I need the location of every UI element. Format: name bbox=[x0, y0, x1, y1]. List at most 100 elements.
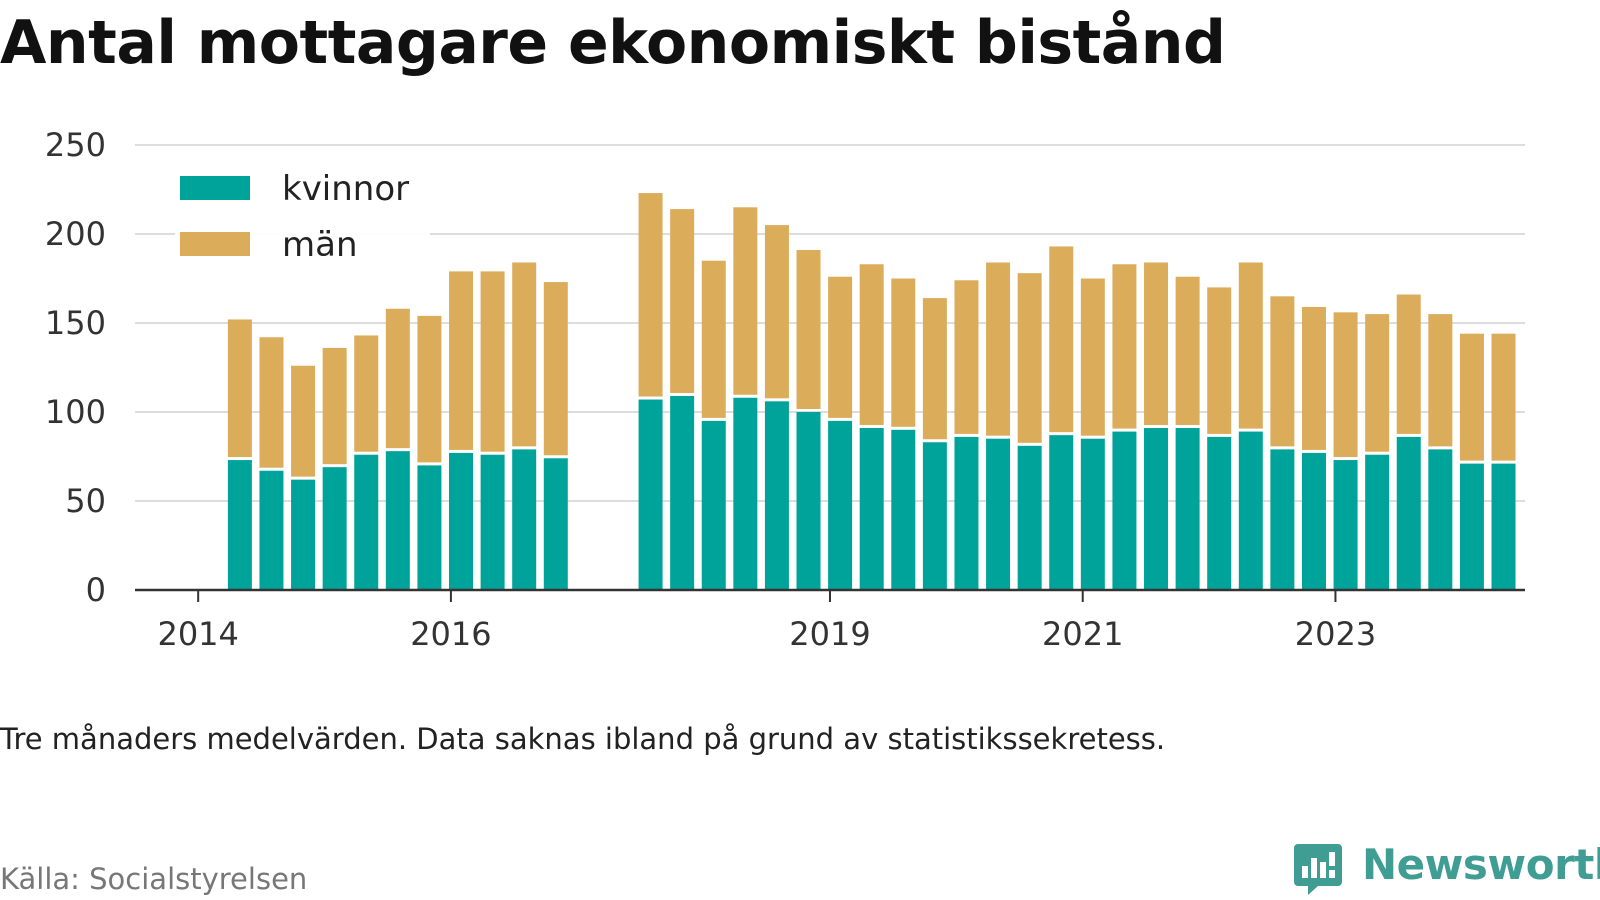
bar-man-31 bbox=[1270, 296, 1295, 447]
bar-kvinnor-6 bbox=[417, 465, 442, 590]
bar-kvinnor-34 bbox=[1365, 454, 1390, 590]
bar-man-19 bbox=[891, 278, 916, 427]
bar-kvinnor-7 bbox=[449, 452, 474, 590]
bar-man-7 bbox=[449, 271, 474, 450]
bar-kvinnor-38 bbox=[1491, 463, 1516, 590]
y-tick-label-250: 250 bbox=[45, 126, 106, 164]
bar-man-25 bbox=[1080, 278, 1105, 436]
bar-kvinnor-9 bbox=[512, 449, 537, 590]
brand-name: Newsworthy bbox=[1362, 840, 1600, 889]
bar-kvinnor-29 bbox=[1207, 436, 1232, 590]
bar-kvinnor-24 bbox=[1049, 435, 1074, 590]
bar-man-12 bbox=[670, 209, 695, 393]
bar-kvinnor-32 bbox=[1301, 452, 1326, 590]
bar-man-30 bbox=[1238, 262, 1263, 429]
x-tick-label-2023: 2023 bbox=[1295, 615, 1376, 653]
bar-kvinnor-30 bbox=[1238, 431, 1263, 590]
bar-kvinnor-25 bbox=[1080, 438, 1105, 590]
bar-man-4 bbox=[354, 335, 379, 452]
bar-kvinnor-1 bbox=[259, 470, 284, 590]
bar-kvinnor-33 bbox=[1333, 460, 1358, 590]
bar-man-13 bbox=[701, 260, 726, 418]
bar-kvinnor-8 bbox=[480, 454, 505, 590]
chart-note: Tre månaders medelvärden. Data saknas ib… bbox=[0, 722, 1166, 756]
bar-kvinnor-28 bbox=[1175, 428, 1200, 590]
x-tick-label-2019: 2019 bbox=[789, 615, 870, 653]
bar-kvinnor-23 bbox=[1017, 445, 1042, 590]
x-tick-label-2021: 2021 bbox=[1042, 615, 1123, 653]
bar-man-11 bbox=[638, 193, 663, 397]
bar-kvinnor-18 bbox=[859, 428, 884, 590]
chart-title: Antal mottagare ekonomiskt bistånd bbox=[0, 8, 1226, 78]
bar-man-20 bbox=[922, 298, 947, 440]
y-tick-label-200: 200 bbox=[45, 215, 106, 253]
bar-man-6 bbox=[417, 315, 442, 463]
bar-man-5 bbox=[385, 308, 410, 449]
bar-kvinnor-37 bbox=[1459, 463, 1484, 590]
bar-man-14 bbox=[733, 207, 758, 395]
bar-man-32 bbox=[1301, 306, 1326, 450]
bar-man-15 bbox=[764, 225, 789, 399]
bar-kvinnor-15 bbox=[764, 401, 789, 590]
bar-kvinnor-16 bbox=[796, 412, 821, 590]
bar-man-1 bbox=[259, 337, 284, 468]
bars bbox=[227, 193, 1516, 590]
bar-kvinnor-21 bbox=[954, 436, 979, 590]
bar-man-36 bbox=[1428, 314, 1453, 447]
y-tick-label-0: 0 bbox=[86, 571, 106, 609]
bar-man-3 bbox=[322, 347, 347, 465]
bar-man-0 bbox=[227, 319, 252, 458]
bar-man-18 bbox=[859, 264, 884, 426]
bar-man-22 bbox=[986, 262, 1011, 436]
bar-kvinnor-13 bbox=[701, 420, 726, 590]
bar-kvinnor-3 bbox=[322, 467, 347, 590]
y-tick-label-50: 50 bbox=[65, 482, 106, 520]
bar-kvinnor-14 bbox=[733, 397, 758, 590]
bar-man-23 bbox=[1017, 273, 1042, 443]
y-tick-label-150: 150 bbox=[45, 304, 106, 342]
bar-kvinnor-0 bbox=[227, 460, 252, 590]
legend: kvinnor män bbox=[175, 150, 430, 280]
bar-man-28 bbox=[1175, 276, 1200, 426]
brand-logo: Newsworthy bbox=[1292, 842, 1600, 896]
bar-man-29 bbox=[1207, 287, 1232, 434]
bar-man-2 bbox=[291, 365, 316, 477]
bar-man-8 bbox=[480, 271, 505, 452]
bar-kvinnor-4 bbox=[354, 454, 379, 590]
bar-man-17 bbox=[828, 276, 853, 418]
bar-man-37 bbox=[1459, 333, 1484, 461]
bar-man-26 bbox=[1112, 264, 1137, 429]
bar-man-16 bbox=[796, 250, 821, 409]
bar-kvinnor-35 bbox=[1396, 436, 1421, 590]
bar-kvinnor-11 bbox=[638, 399, 663, 590]
legend-background bbox=[175, 150, 430, 280]
x-tick-label-2016: 2016 bbox=[410, 615, 491, 653]
bar-man-38 bbox=[1491, 333, 1516, 461]
bar-man-21 bbox=[954, 280, 979, 434]
bar-kvinnor-19 bbox=[891, 429, 916, 590]
bar-kvinnor-22 bbox=[986, 438, 1011, 590]
bar-man-34 bbox=[1365, 314, 1390, 452]
bar-man-35 bbox=[1396, 294, 1421, 434]
bar-man-24 bbox=[1049, 246, 1074, 433]
bar-kvinnor-2 bbox=[291, 479, 316, 590]
bar-man-33 bbox=[1333, 312, 1358, 458]
bar-kvinnor-31 bbox=[1270, 449, 1295, 590]
bar-man-27 bbox=[1144, 262, 1169, 426]
bar-kvinnor-36 bbox=[1428, 449, 1453, 590]
bar-chart-logo-icon bbox=[1294, 844, 1342, 895]
chart-source: Källa: Socialstyrelsen bbox=[0, 862, 308, 896]
bar-kvinnor-27 bbox=[1144, 428, 1169, 590]
bar-kvinnor-5 bbox=[385, 451, 410, 590]
bar-man-10 bbox=[543, 282, 568, 456]
y-tick-label-100: 100 bbox=[45, 393, 106, 431]
legend-label-1: män bbox=[282, 225, 358, 265]
bar-kvinnor-10 bbox=[543, 458, 568, 590]
axes: 0 50 100 150 200 250 2014 2016 2019 2021 2023 bbox=[45, 126, 1525, 653]
bar-kvinnor-20 bbox=[922, 442, 947, 590]
bar-man-9 bbox=[512, 262, 537, 447]
bar-kvinnor-17 bbox=[828, 420, 853, 590]
bar-kvinnor-12 bbox=[670, 395, 695, 590]
legend-label-0: kvinnor bbox=[282, 169, 409, 209]
